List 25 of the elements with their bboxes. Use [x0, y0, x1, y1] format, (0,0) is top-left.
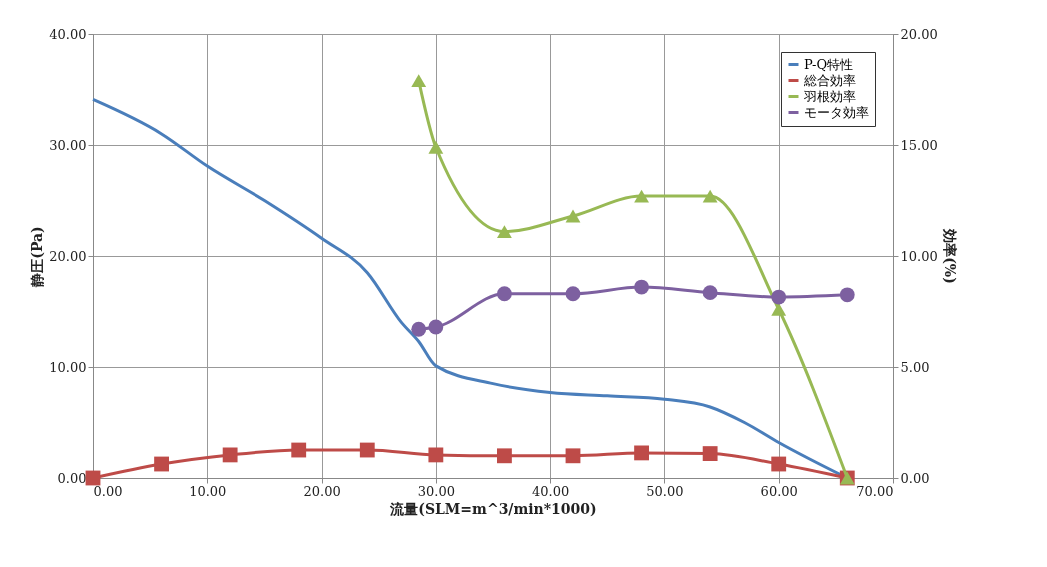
y2-tick-label: 5.00 — [900, 359, 930, 375]
legend-label: モータ効率 — [804, 104, 869, 120]
y2-tick-label: 20.00 — [900, 26, 938, 42]
y-axis-title: 静圧(Pa) — [29, 226, 46, 288]
y2-axis-title: 効率(%) — [941, 228, 958, 284]
legend-label: 総合効率 — [803, 72, 856, 88]
x-axis-title: 流量(SLM=m^3/min*1000) — [389, 500, 597, 517]
x-tick-label: 50.00 — [646, 483, 684, 499]
x-tick-label: 60.00 — [760, 483, 798, 499]
x-tick-label: 10.00 — [189, 483, 227, 499]
y2-tick-label: 15.00 — [900, 137, 938, 153]
x-tick-label: 40.00 — [532, 483, 570, 499]
y-tick-label: 30.00 — [49, 137, 87, 153]
y2-tick-label: 0.00 — [900, 470, 930, 486]
y-tick-label: 20.00 — [49, 248, 87, 264]
x-tick-label: 30.00 — [417, 483, 455, 499]
y-tick-label: 0.00 — [57, 470, 87, 486]
x-tick-label: 0.00 — [93, 483, 123, 499]
legend-label: P-Q特性 — [804, 56, 854, 72]
y2-tick-label: 10.00 — [900, 248, 938, 264]
legend-label: 羽根効率 — [803, 88, 856, 104]
y-tick-label: 10.00 — [49, 359, 87, 375]
x-tick-label: 20.00 — [303, 483, 341, 499]
x-tick-label: 70.00 — [856, 483, 894, 499]
y-tick-label: 40.00 — [49, 26, 87, 42]
